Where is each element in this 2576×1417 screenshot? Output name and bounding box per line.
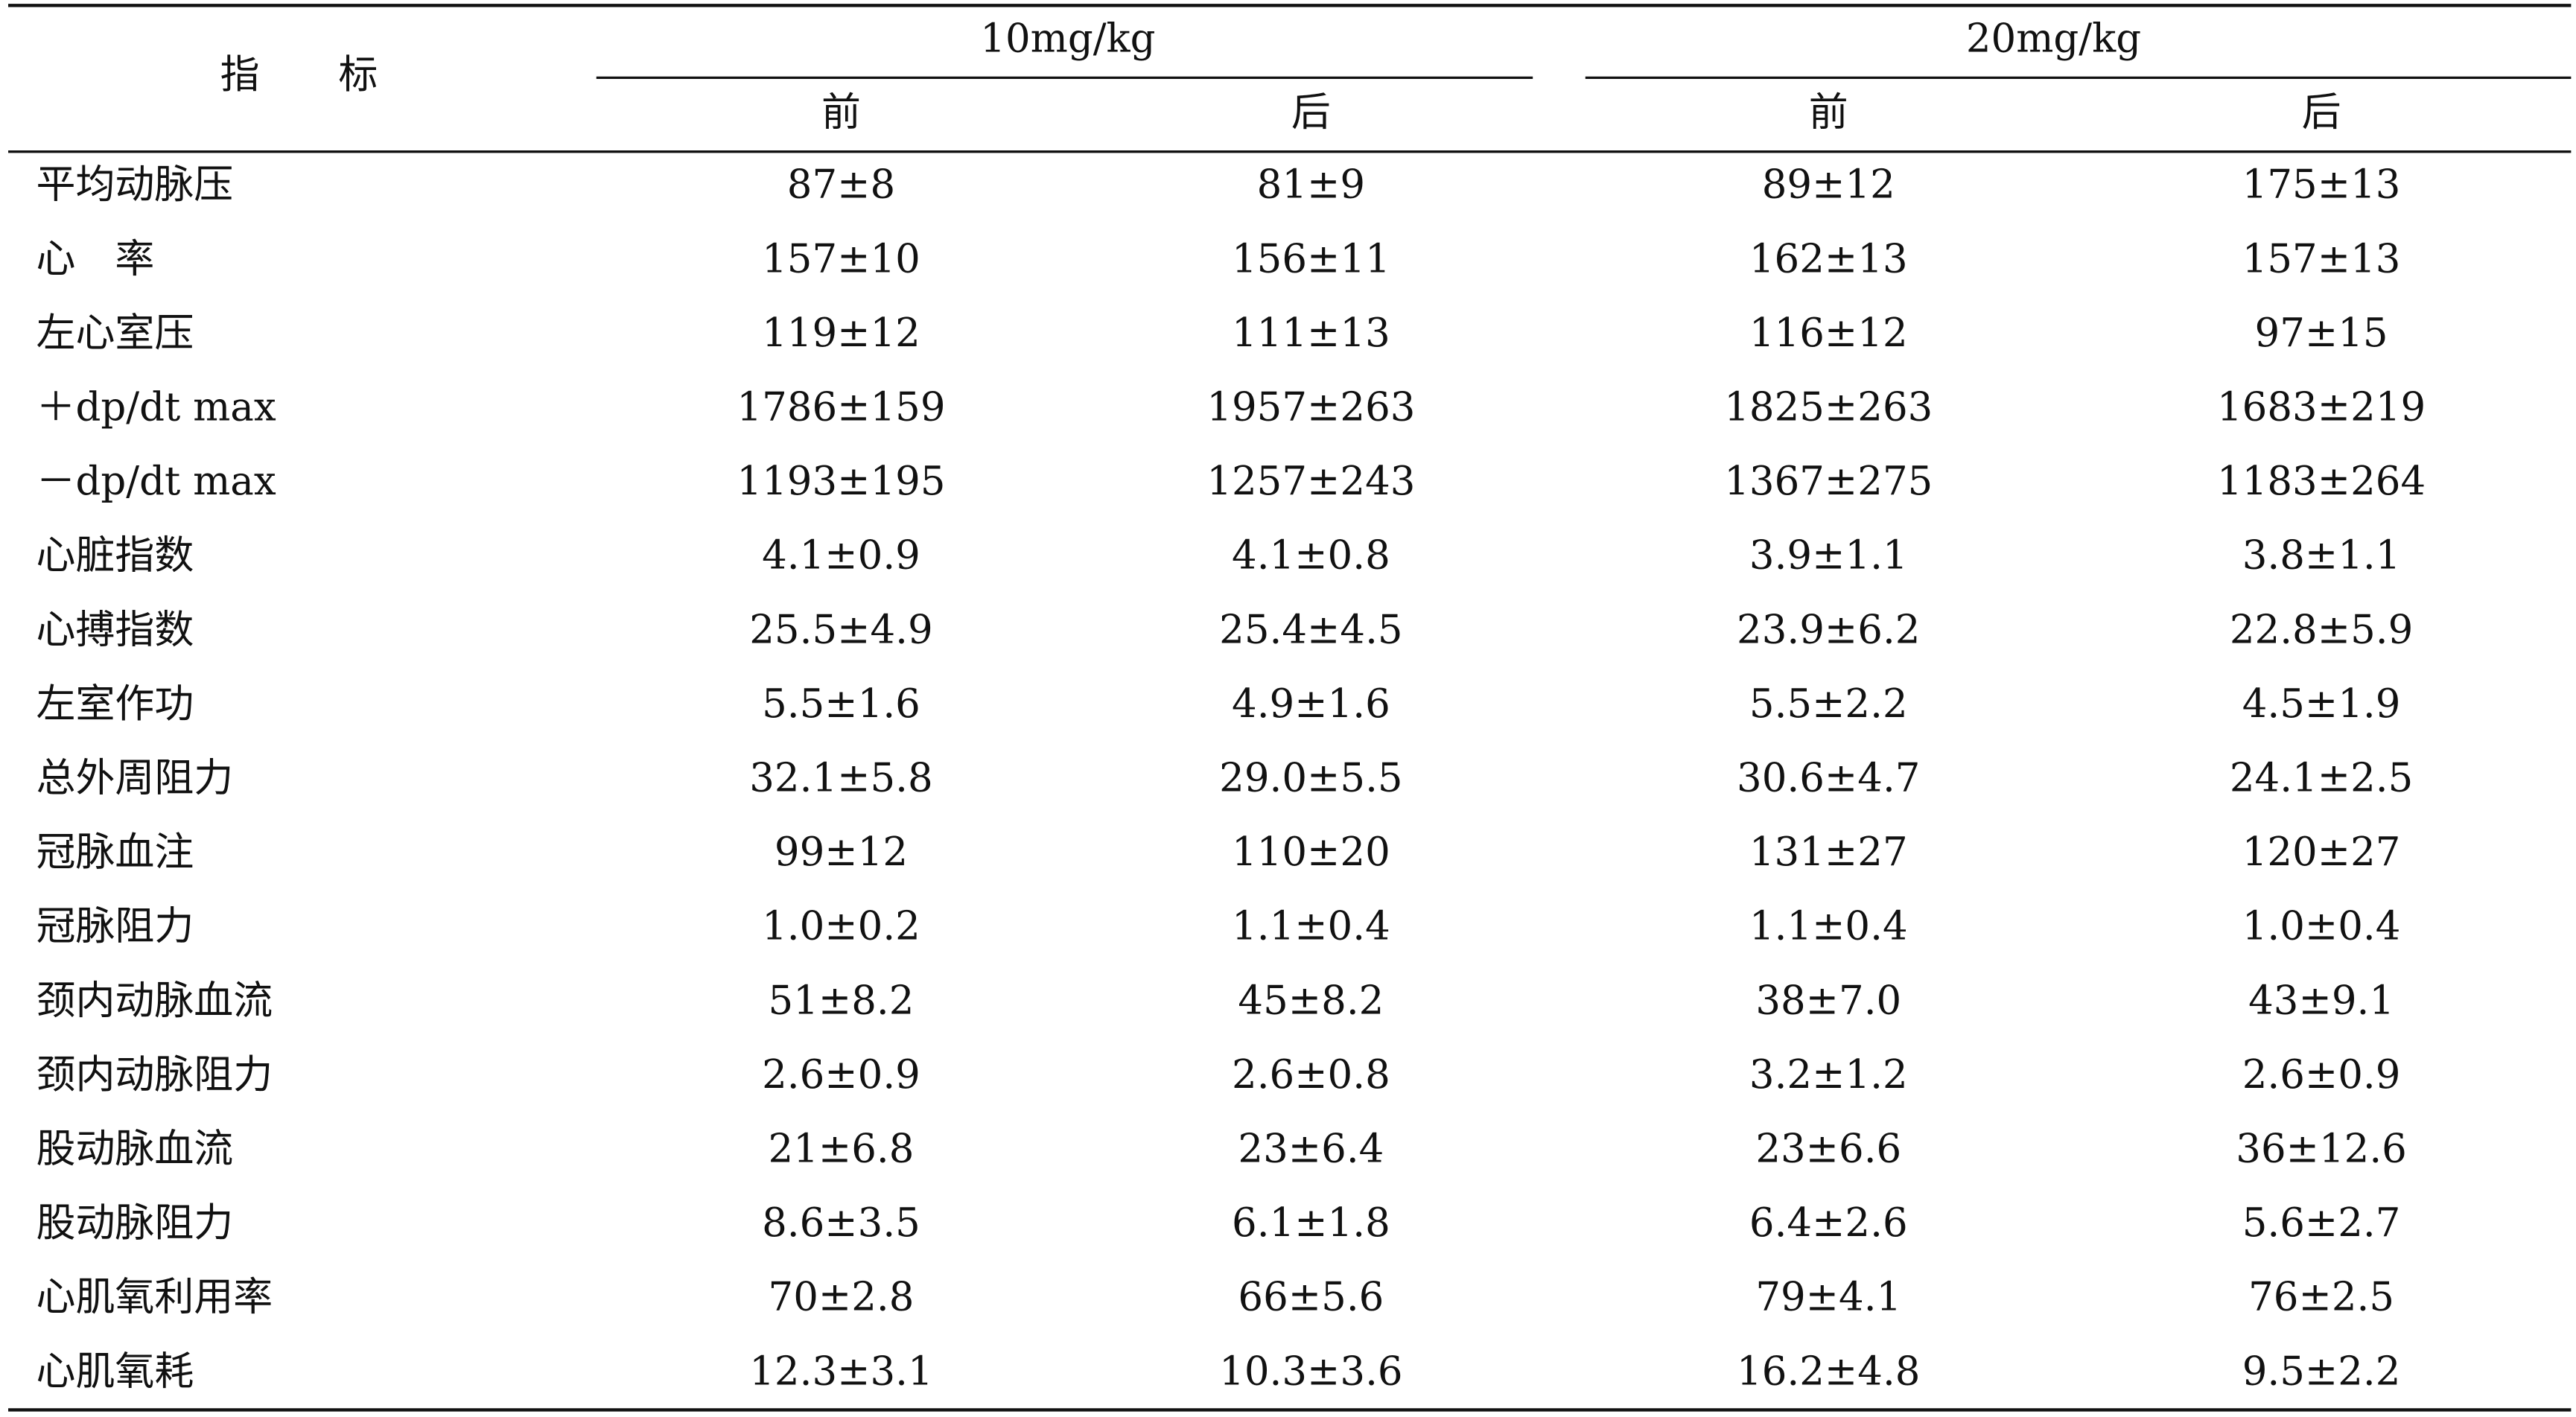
- row-label: ＋dp/dt max: [36, 385, 276, 430]
- cell: 157±10: [762, 236, 920, 281]
- row-label: 心脏指数: [36, 533, 194, 579]
- cell: 32.1±5.8: [749, 756, 932, 801]
- cell: 5.5±2.2: [1749, 681, 1908, 727]
- cell: 1193±195: [737, 459, 945, 504]
- cell: 5.6±2.7: [2242, 1200, 2401, 1246]
- cell: 4.5±1.9: [2242, 681, 2401, 727]
- cell: 111±13: [1232, 311, 1390, 356]
- cell: 9.5±2.2: [2242, 1348, 2401, 1394]
- cell: 29.0±5.5: [1219, 756, 1402, 801]
- cell: 36±12.6: [2236, 1127, 2407, 1172]
- row-label: 冠脉血注: [36, 829, 194, 875]
- row-label: 总外周阻力: [36, 756, 234, 801]
- cell: 1683±219: [2217, 385, 2426, 430]
- cell: 2.6±0.9: [2242, 1052, 2401, 1098]
- cell: 1183±264: [2217, 459, 2426, 504]
- cell: 89±12: [1762, 162, 1895, 208]
- cell: 3.2±1.2: [1749, 1052, 1908, 1098]
- row-label: 平均动脉压: [36, 162, 234, 208]
- row-label: 心肌氧耗: [36, 1348, 194, 1394]
- cell: 6.1±1.8: [1232, 1200, 1390, 1246]
- cell: 21±6.8: [769, 1127, 915, 1172]
- cell: 81±9: [1257, 162, 1365, 208]
- cell: 1.0±0.4: [2242, 904, 2401, 949]
- row-label: 心 率: [36, 236, 155, 281]
- cell: 1.1±0.4: [1232, 904, 1390, 949]
- row-label: 颈内动脉阻力: [36, 1052, 273, 1098]
- cell: 10.3±3.6: [1219, 1348, 1402, 1394]
- cell: 1.0±0.2: [762, 904, 920, 949]
- cell: 24.1±2.5: [2230, 756, 2413, 801]
- cell: 76±2.5: [2248, 1275, 2394, 1320]
- group-header: 20mg/kg: [1966, 16, 2141, 61]
- cell: 25.4±4.5: [1219, 607, 1402, 652]
- cell: 2.6±0.9: [762, 1052, 920, 1098]
- cell: 119±12: [762, 311, 920, 356]
- cell: 79±4.1: [1755, 1275, 1901, 1320]
- cell: 1786±159: [737, 385, 945, 430]
- cell: 99±12: [775, 829, 908, 875]
- cell: 97±15: [2255, 311, 2388, 356]
- cell: 12.3±3.1: [749, 1348, 932, 1394]
- cell: 16.2±4.8: [1737, 1348, 1920, 1394]
- cell: 1957±263: [1206, 385, 1415, 430]
- cell: 45±8.2: [1238, 978, 1384, 1023]
- cell: 30.6±4.7: [1737, 756, 1920, 801]
- cell: 1.1±0.4: [1749, 904, 1908, 949]
- cell: 38±7.0: [1755, 978, 1901, 1023]
- cell: 23±6.4: [1238, 1127, 1384, 1172]
- cell: 131±27: [1749, 829, 1908, 875]
- cell: 4.1±0.8: [1232, 533, 1390, 579]
- cell: 87±8: [787, 162, 895, 208]
- cell: 1825±263: [1724, 385, 1933, 430]
- row-label: 股动脉血流: [36, 1127, 234, 1172]
- row-label: 左心室压: [36, 311, 194, 356]
- indicator-header: 指 标: [220, 52, 378, 98]
- cell: 157±13: [2242, 236, 2401, 281]
- row-label: 心肌氧利用率: [36, 1275, 273, 1320]
- cell: 3.9±1.1: [1749, 533, 1908, 579]
- cell: 162±13: [1749, 236, 1908, 281]
- cell: 1257±243: [1206, 459, 1415, 504]
- cell: 175±13: [2242, 162, 2401, 208]
- cell: 4.1±0.9: [762, 533, 920, 579]
- cell: 4.9±1.6: [1232, 681, 1390, 727]
- cell: 66±5.6: [1238, 1275, 1384, 1320]
- cell: 156±11: [1232, 236, 1390, 281]
- cell: 51±8.2: [769, 978, 915, 1023]
- column-header: 前: [1809, 90, 1848, 136]
- row-label: 冠脉阻力: [36, 904, 194, 949]
- cell: 23±6.6: [1755, 1127, 1901, 1172]
- cell: 110±20: [1232, 829, 1390, 875]
- cell: 1367±275: [1724, 459, 1933, 504]
- cell: 116±12: [1749, 311, 1908, 356]
- cell: 70±2.8: [769, 1275, 915, 1320]
- cell: 6.4±2.6: [1749, 1200, 1908, 1246]
- cell: 22.8±5.9: [2230, 607, 2413, 652]
- cell: 23.9±6.2: [1737, 607, 1920, 652]
- group-header: 10mg/kg: [980, 16, 1155, 61]
- row-label: 股动脉阻力: [36, 1200, 234, 1246]
- cell: 3.8±1.1: [2242, 533, 2401, 579]
- cell: 5.5±1.6: [762, 681, 920, 727]
- cell: 25.5±4.9: [749, 607, 932, 652]
- row-label: 颈内动脉血流: [36, 978, 273, 1023]
- row-label: 心搏指数: [36, 607, 194, 652]
- cell: 43±9.1: [2248, 978, 2394, 1023]
- row-label: 左室作功: [36, 681, 194, 727]
- cell: 8.6±3.5: [762, 1200, 920, 1246]
- row-label: －dp/dt max: [36, 459, 276, 504]
- column-header: 前: [821, 90, 861, 136]
- column-header: 后: [2302, 90, 2341, 136]
- cell: 2.6±0.8: [1232, 1052, 1390, 1098]
- cell: 120±27: [2242, 829, 2401, 875]
- column-header: 后: [1291, 90, 1331, 136]
